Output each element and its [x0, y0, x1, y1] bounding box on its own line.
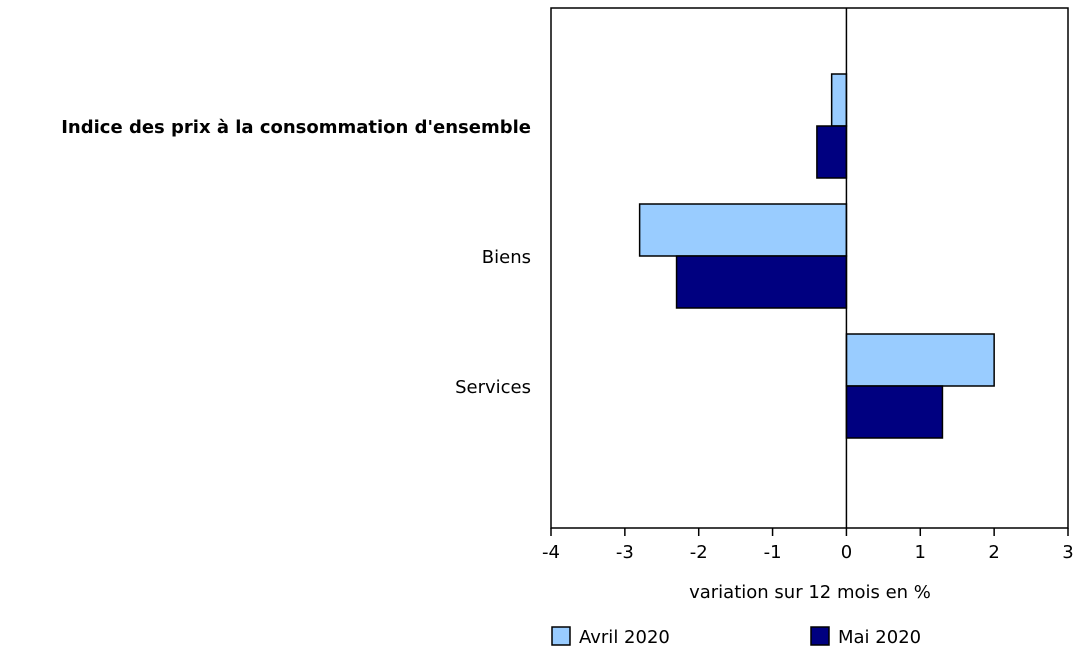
x-tick-label: 0 [841, 542, 852, 563]
legend-label: Avril 2020 [579, 627, 670, 648]
x-tick-label: 3 [1062, 542, 1073, 563]
bar-avril-2 [845, 333, 995, 387]
x-tick-label: -1 [764, 542, 782, 563]
category-label: Indice des prix à la consommation d'ense… [61, 117, 531, 138]
legend-swatch [551, 626, 571, 646]
plot-frame [550, 7, 1069, 529]
x-tick-label: -4 [542, 542, 560, 563]
x-tick-label: 2 [988, 542, 999, 563]
category-label: Services [455, 377, 531, 398]
category-labels: Indice des prix à la consommation d'ense… [61, 117, 531, 398]
bar-mai-2 [845, 385, 944, 439]
legend-label: Mai 2020 [838, 627, 921, 648]
legend: Avril 2020 Mai 2020 [551, 626, 921, 648]
bar-mai-1 [675, 255, 848, 309]
bar-avril-0 [830, 73, 848, 127]
x-tick-label: -3 [616, 542, 634, 563]
bar-mai-0 [816, 125, 848, 179]
x-axis: -4 -3 -2 -1 0 1 2 3 [542, 528, 1074, 563]
x-tick-label: -2 [690, 542, 708, 563]
category-label: Biens [482, 247, 531, 268]
x-tick-label: 1 [915, 542, 926, 563]
bars-layer [638, 73, 995, 439]
legend-swatch [810, 626, 830, 646]
bar-avril-1 [638, 203, 848, 257]
x-axis-title: variation sur 12 mois en % [689, 582, 931, 603]
